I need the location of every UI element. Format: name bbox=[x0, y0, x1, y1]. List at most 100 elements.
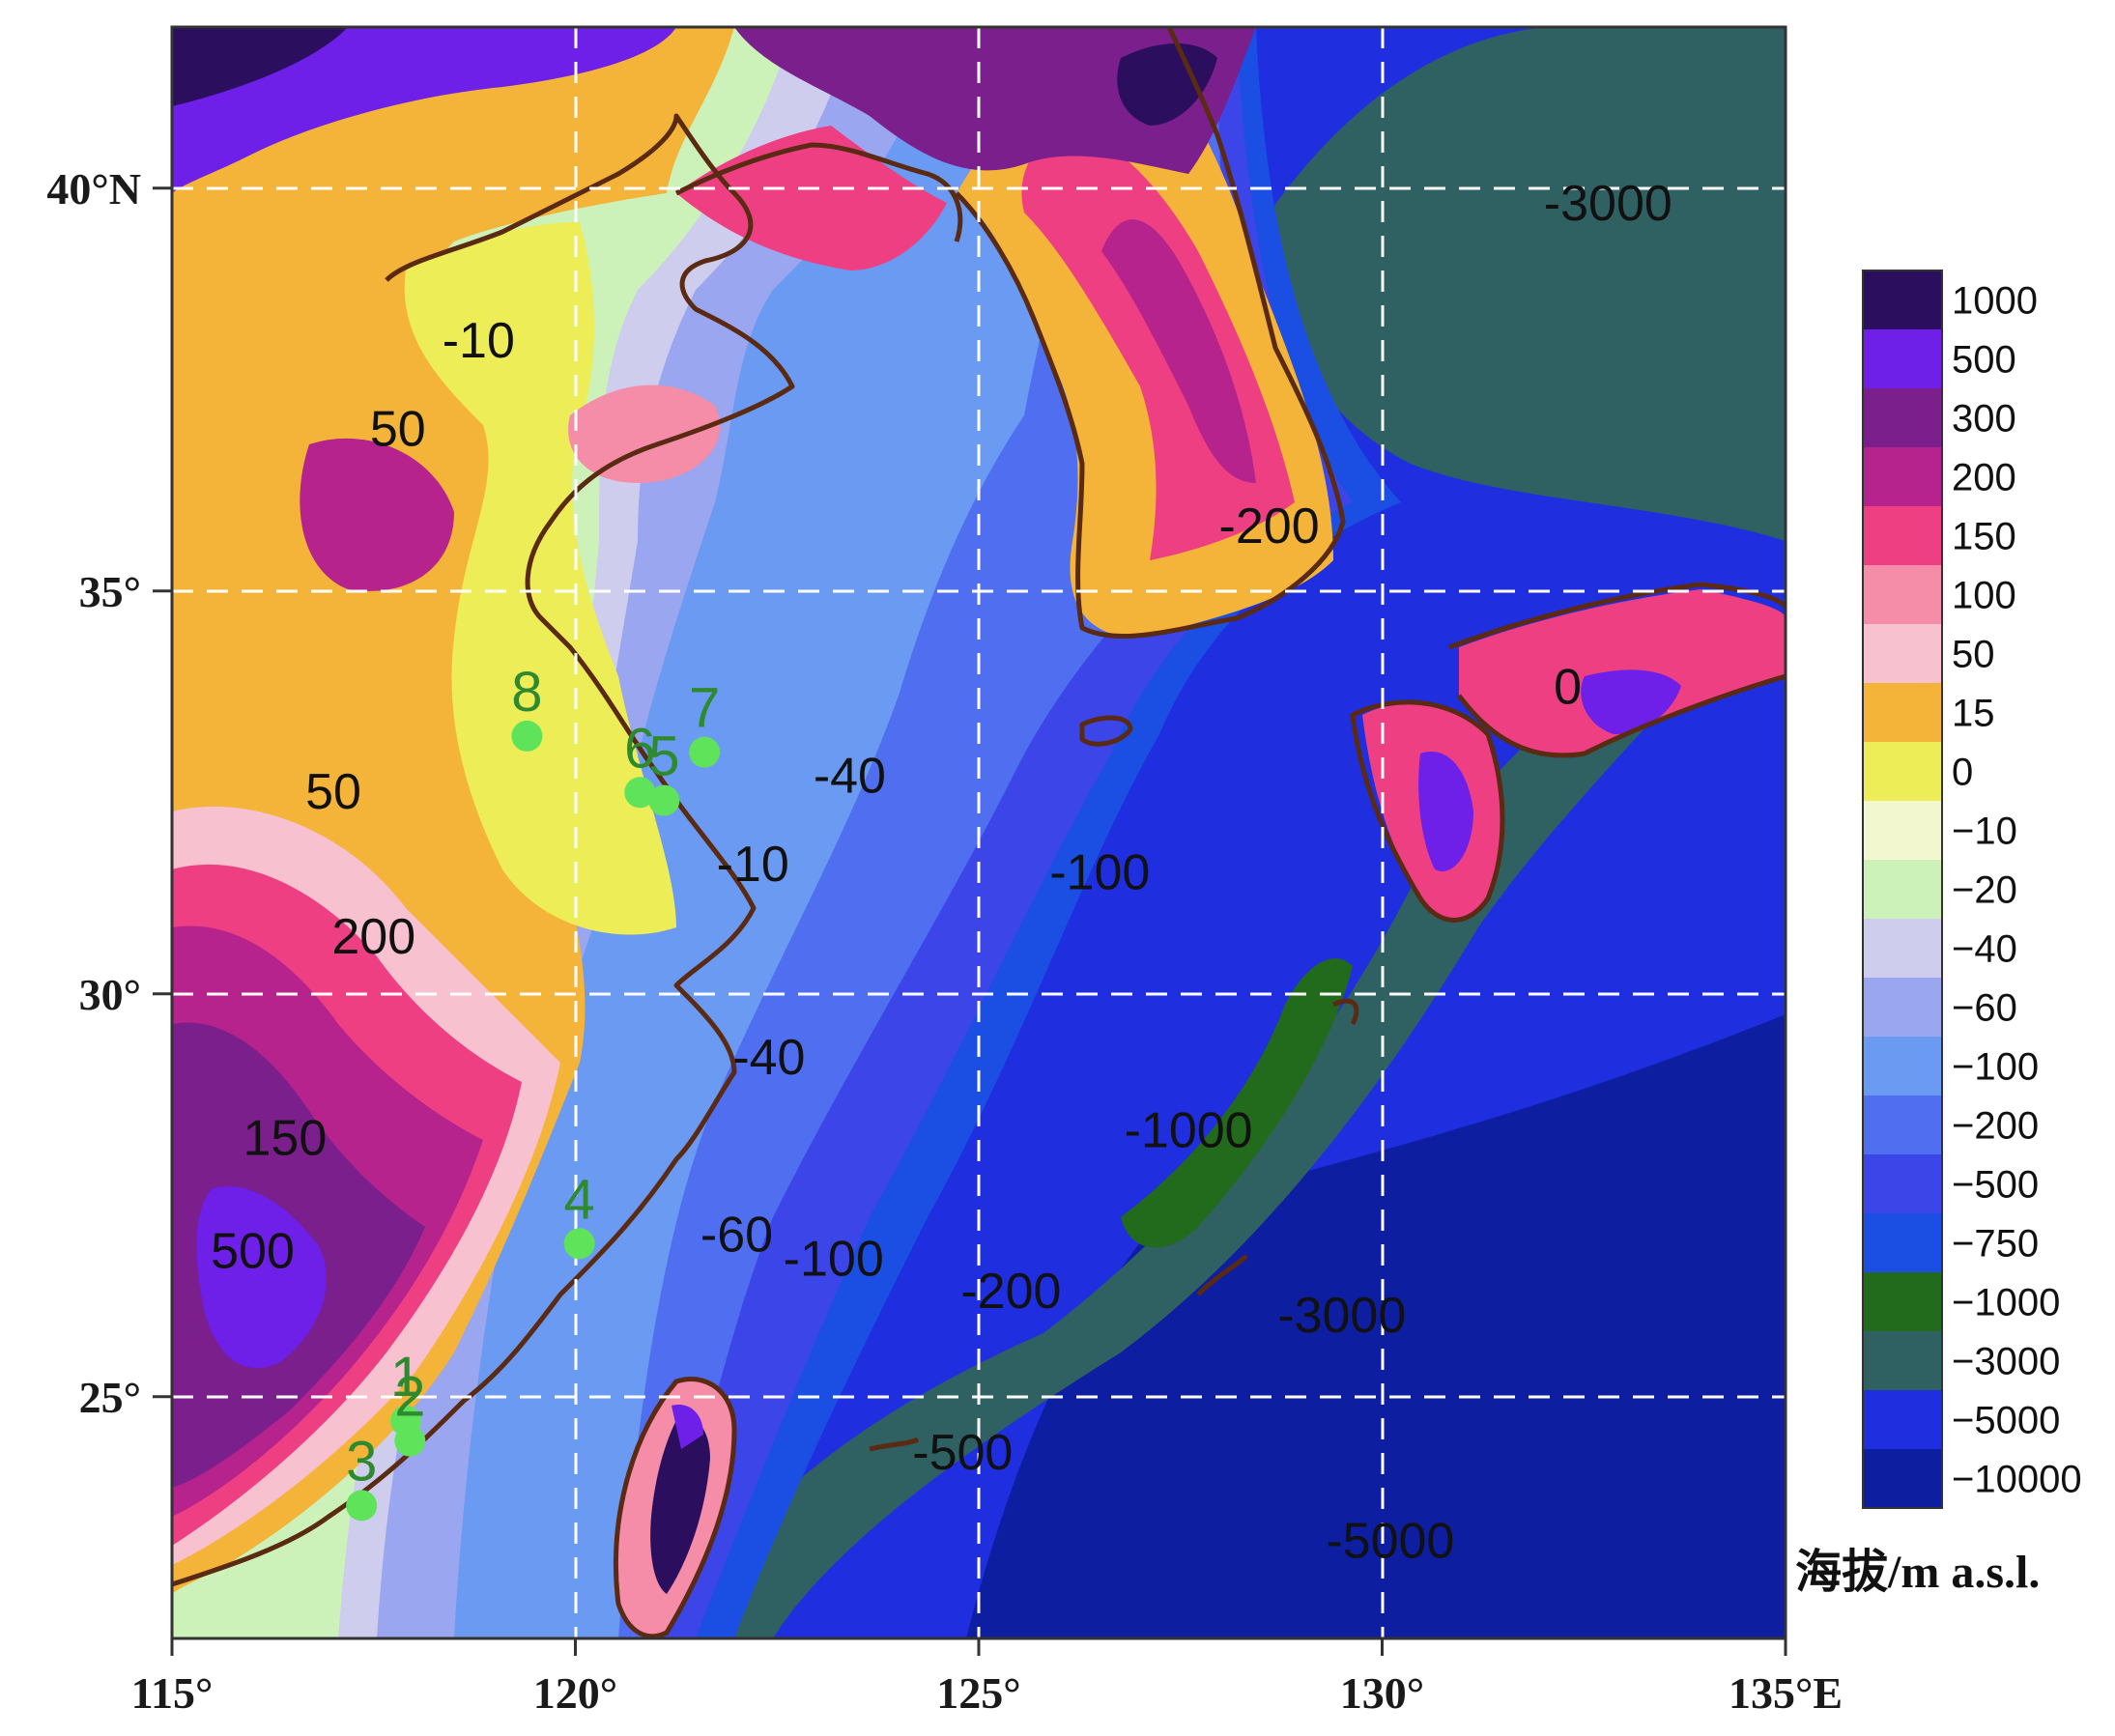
taiwan-mountains bbox=[650, 1417, 710, 1594]
legend-swatch bbox=[1863, 919, 1942, 978]
legend-swatch bbox=[1863, 1154, 1942, 1213]
site-label: 6 bbox=[624, 717, 655, 780]
legend-swatch bbox=[1863, 447, 1942, 506]
site-label: 1 bbox=[390, 1346, 421, 1409]
contour-label: -40 bbox=[814, 748, 886, 804]
taiwan-hills bbox=[672, 1405, 703, 1449]
legend-tick-label: 200 bbox=[1952, 457, 2016, 499]
contour-label: 500 bbox=[211, 1223, 295, 1279]
shandong-hills bbox=[568, 384, 721, 483]
legend-tick-label: −1000 bbox=[1952, 1282, 2060, 1324]
legend-title: 海拔/m a.s.l. bbox=[1795, 1547, 2040, 1598]
coastline-ryukyu bbox=[869, 998, 1359, 1452]
slope-band-1000 bbox=[1121, 958, 1353, 1248]
legend-tick-label: 300 bbox=[1952, 398, 2016, 441]
legend-tick-label: −10000 bbox=[1952, 1459, 2082, 1501]
mainland-lowland bbox=[404, 222, 676, 935]
coastlines bbox=[172, 27, 1786, 1638]
coastline-kyushu bbox=[1350, 699, 1505, 923]
legend-tick-label: −60 bbox=[1952, 987, 2017, 1030]
legend-swatch bbox=[1863, 1213, 1942, 1272]
legend-swatch bbox=[1863, 565, 1942, 624]
lon-tick-label: 125° bbox=[936, 1668, 1020, 1718]
ne-china-peaks bbox=[1117, 43, 1217, 126]
contour-label: 200 bbox=[331, 909, 415, 965]
site-marker bbox=[689, 736, 721, 768]
site-marker bbox=[624, 777, 656, 809]
legend-swatch bbox=[1863, 742, 1942, 801]
site-label: 3 bbox=[346, 1430, 377, 1493]
site-marker bbox=[648, 784, 680, 816]
legend-tick-label: 0 bbox=[1952, 752, 1973, 794]
legend-tick-label: 15 bbox=[1952, 693, 1995, 735]
mainland-mountain-1000 bbox=[196, 1186, 327, 1369]
lat-tick-label: 25° bbox=[79, 1373, 141, 1422]
lon-tick-label: 135°E bbox=[1729, 1668, 1843, 1718]
inland-highland-west bbox=[300, 438, 454, 591]
contour-label: -1000 bbox=[1125, 1102, 1253, 1158]
legend-tick-label: −100 bbox=[1952, 1046, 2039, 1089]
korea-mountains bbox=[1101, 219, 1256, 484]
coastline-korea bbox=[955, 27, 1346, 640]
legend-swatch bbox=[1863, 1096, 1942, 1154]
coastline-taiwan bbox=[614, 1376, 737, 1638]
legend-tick-label: −200 bbox=[1952, 1105, 2039, 1148]
site-label: 5 bbox=[648, 726, 679, 788]
site-label: 2 bbox=[394, 1366, 425, 1429]
legend-swatch bbox=[1863, 1449, 1942, 1508]
legend-tick-label: −500 bbox=[1952, 1164, 2039, 1207]
contour-label: 50 bbox=[305, 764, 361, 820]
site-marker bbox=[394, 1425, 426, 1457]
legend-tick-label: 150 bbox=[1952, 516, 2016, 558]
contour-label: -200 bbox=[1219, 498, 1320, 555]
legend-swatch bbox=[1863, 801, 1942, 860]
contour-label: 50 bbox=[370, 402, 426, 458]
lon-tick-label: 130° bbox=[1340, 1668, 1424, 1718]
coastline-bohai bbox=[172, 113, 795, 1587]
coastline-liaodong bbox=[674, 142, 963, 242]
contour-label: -40 bbox=[732, 1030, 805, 1086]
legend-tick-label: −750 bbox=[1952, 1223, 2039, 1266]
legend-tick-label: −10 bbox=[1952, 811, 2017, 853]
legend-swatch bbox=[1863, 1331, 1942, 1390]
lat-tick-label: 30° bbox=[79, 970, 141, 1019]
legend-swatch bbox=[1863, 388, 1942, 447]
legend-swatch bbox=[1863, 978, 1942, 1037]
lon-tick-label: 120° bbox=[533, 1668, 617, 1718]
north-mountains bbox=[172, 27, 676, 193]
kyushu-mountains bbox=[1418, 752, 1473, 871]
sea-of-japan-basin bbox=[1256, 27, 1786, 541]
site-label: 4 bbox=[564, 1168, 595, 1231]
contour-label: -3000 bbox=[1277, 1288, 1406, 1344]
contour-label: -500 bbox=[912, 1425, 1013, 1481]
legend-swatch bbox=[1863, 683, 1942, 742]
legend-swatch bbox=[1863, 624, 1942, 683]
contour-label: -60 bbox=[700, 1208, 773, 1264]
site-label: 7 bbox=[689, 677, 720, 740]
site-marker bbox=[563, 1228, 595, 1260]
contour-label: 150 bbox=[243, 1111, 328, 1167]
legend-swatch bbox=[1863, 506, 1942, 565]
contour-label: -100 bbox=[784, 1232, 884, 1288]
legend-tick-label: −3000 bbox=[1952, 1341, 2060, 1383]
contour-label: -10 bbox=[717, 837, 789, 893]
sample-sites: 123 4 567 8 bbox=[346, 661, 721, 1522]
map-axes: 115° 120° 125° 130° 135°E 40°N 35° 30° 25° bbox=[46, 164, 1843, 1718]
legend-tick-label: 50 bbox=[1952, 634, 1995, 676]
legend-swatch bbox=[1863, 270, 1942, 329]
lon-tick-label: 115° bbox=[131, 1668, 214, 1718]
north-peaks bbox=[172, 27, 348, 106]
contour-label: 0 bbox=[1554, 660, 1582, 716]
site-marker bbox=[511, 720, 543, 752]
legend-tick-label: 100 bbox=[1952, 575, 2016, 617]
lat-tick-label: 35° bbox=[79, 567, 141, 616]
contour-label: -10 bbox=[443, 313, 515, 369]
legend-frame bbox=[1862, 270, 1943, 1509]
deep-basin-fill bbox=[966, 1014, 1786, 1638]
legend-tick-label: 500 bbox=[1952, 339, 2016, 382]
legend-tick-label: −20 bbox=[1952, 869, 2017, 912]
contour-label: -5000 bbox=[1326, 1514, 1454, 1570]
